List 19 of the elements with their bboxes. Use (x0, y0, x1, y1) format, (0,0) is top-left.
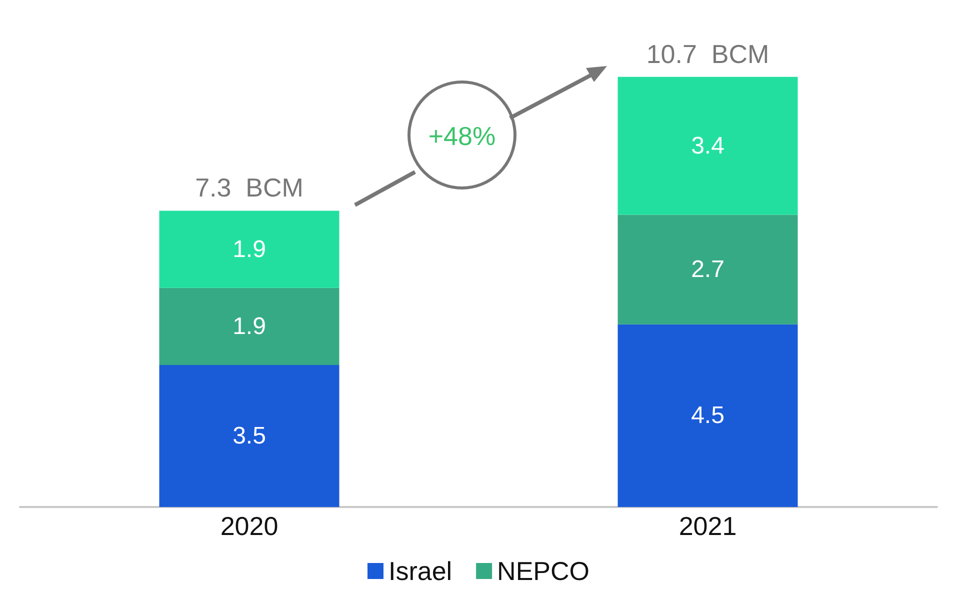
bar (159, 288, 340, 365)
data-label: 2.7 (691, 256, 724, 284)
annotation: +48% (428, 121, 496, 151)
total-label: 7.3 BCM (195, 172, 304, 203)
legend-label: Israel (388, 556, 452, 586)
x-tick-label: 2020 (220, 511, 278, 541)
bar (618, 214, 798, 324)
total-label: 10.7 BCM (646, 38, 770, 69)
bar (618, 76, 798, 215)
data-label: 1.9 (232, 236, 266, 263)
bar (159, 364, 340, 507)
x-tick-label: 2021 (678, 511, 737, 541)
bar (618, 324, 798, 507)
bar (159, 210, 340, 288)
legend-label: NEPCO (497, 556, 590, 586)
data-label: 3.4 (691, 132, 724, 160)
data-label: 4.5 (691, 402, 724, 430)
data-label: 1.9 (232, 312, 266, 340)
data-label: 3.5 (232, 422, 266, 450)
